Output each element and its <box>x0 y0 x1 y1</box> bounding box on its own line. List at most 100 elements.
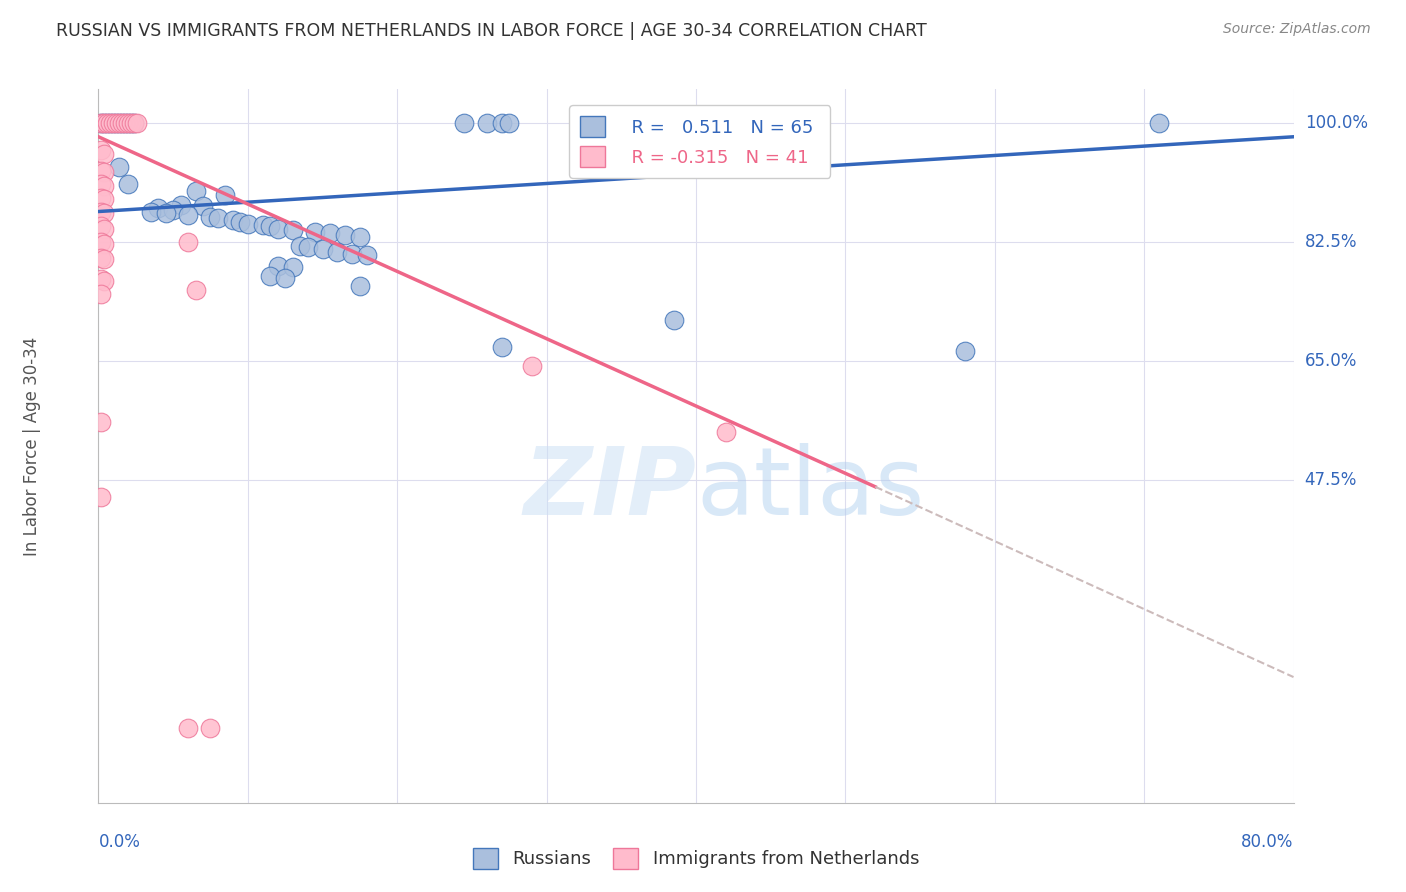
Point <box>124 116 146 130</box>
Text: Source: ZipAtlas.com: Source: ZipAtlas.com <box>1223 22 1371 37</box>
Point <box>207 211 229 226</box>
Point <box>169 198 191 212</box>
Point <box>120 116 142 130</box>
Point <box>267 221 290 235</box>
Point <box>90 272 112 286</box>
Point <box>222 212 245 227</box>
Point <box>191 199 214 213</box>
Point <box>103 116 125 130</box>
Point <box>581 116 603 130</box>
Text: RUSSIAN VS IMMIGRANTS FROM NETHERLANDS IN LABOR FORCE | AGE 30-34 CORRELATION CH: RUSSIAN VS IMMIGRANTS FROM NETHERLANDS I… <box>56 22 927 40</box>
Text: 47.5%: 47.5% <box>1305 471 1357 489</box>
Point <box>105 116 128 130</box>
Text: ZIP: ZIP <box>523 442 696 535</box>
Point <box>723 116 745 130</box>
Point <box>93 116 115 130</box>
Point <box>105 116 128 130</box>
Point <box>90 144 112 158</box>
Point <box>259 219 281 234</box>
Point <box>356 248 378 262</box>
Text: atlas: atlas <box>696 442 924 535</box>
Point <box>184 283 207 297</box>
Point <box>90 163 112 178</box>
Point <box>93 274 115 288</box>
Point <box>214 187 236 202</box>
Point <box>297 240 319 254</box>
Point <box>90 287 112 301</box>
Point <box>103 116 125 130</box>
Point <box>311 242 333 256</box>
Point <box>111 116 134 130</box>
Text: In Labor Force | Age 30-34: In Labor Force | Age 30-34 <box>22 336 41 556</box>
Point <box>707 116 730 130</box>
Point <box>692 116 714 130</box>
Point <box>124 116 146 130</box>
Point <box>90 219 112 234</box>
Point <box>491 116 513 130</box>
Point <box>108 116 131 130</box>
Point <box>281 260 304 275</box>
Point <box>108 161 131 175</box>
Point <box>281 223 304 237</box>
Point <box>155 206 177 220</box>
Point <box>96 116 118 130</box>
Point <box>319 227 342 241</box>
Point <box>520 359 543 373</box>
Text: 0.0%: 0.0% <box>98 833 141 851</box>
Point <box>90 204 112 219</box>
Point <box>252 218 274 232</box>
Point <box>229 215 252 229</box>
Point <box>111 116 134 130</box>
Text: 80.0%: 80.0% <box>1241 833 1294 851</box>
Point <box>177 721 200 735</box>
Point <box>349 279 371 293</box>
Text: 82.5%: 82.5% <box>1305 233 1357 252</box>
Point <box>349 230 371 244</box>
Point <box>177 235 200 249</box>
Point <box>200 210 222 224</box>
Point <box>475 116 498 130</box>
Point <box>127 116 149 130</box>
Point <box>139 204 162 219</box>
Point <box>714 425 737 440</box>
Point <box>90 191 112 205</box>
Point <box>93 221 115 235</box>
Point <box>90 415 112 429</box>
Point <box>640 116 662 130</box>
Point <box>304 225 326 239</box>
Point <box>453 116 475 130</box>
Legend: Russians, Immigrants from Netherlands: Russians, Immigrants from Netherlands <box>465 840 927 876</box>
Point <box>96 116 118 130</box>
Point <box>93 146 115 161</box>
Point <box>267 259 290 273</box>
Point <box>117 116 139 130</box>
Point <box>93 178 115 193</box>
Point <box>200 721 222 735</box>
Point <box>108 116 131 130</box>
Point <box>114 116 136 130</box>
Point <box>177 208 200 222</box>
Point <box>274 271 297 285</box>
Point <box>90 116 112 130</box>
Point <box>498 116 520 130</box>
Point <box>120 116 142 130</box>
Point <box>93 116 115 130</box>
Point <box>1147 116 1170 130</box>
Point <box>333 228 356 243</box>
Point <box>117 178 139 192</box>
Point <box>288 238 311 252</box>
Point <box>114 116 136 130</box>
Point <box>93 237 115 252</box>
Point <box>678 116 700 130</box>
Text: 65.0%: 65.0% <box>1305 352 1357 370</box>
Point <box>98 116 122 130</box>
Point <box>342 246 364 260</box>
Point <box>236 217 259 231</box>
Point <box>326 245 349 260</box>
Point <box>162 203 184 218</box>
Point <box>90 490 112 504</box>
Point <box>259 269 281 284</box>
Point <box>491 341 513 355</box>
Point <box>662 313 685 327</box>
Point <box>93 192 115 206</box>
